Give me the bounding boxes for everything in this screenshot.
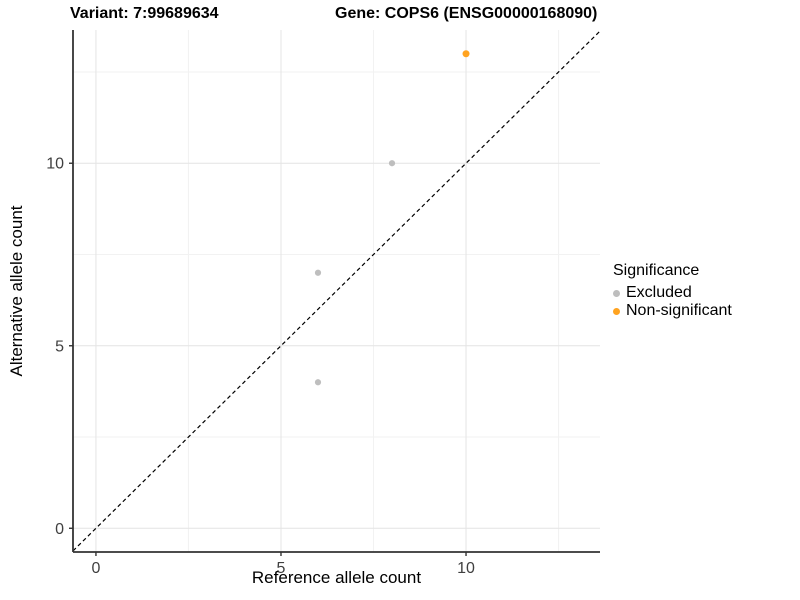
legend-item-label: Excluded — [626, 284, 692, 301]
y-tick-label: 0 — [55, 521, 64, 538]
legend-title: Significance — [613, 262, 700, 279]
y-tick-label: 10 — [46, 156, 64, 173]
non-significant-dot-icon — [613, 307, 620, 315]
legend-item-non-significant: Non-significant — [613, 302, 732, 320]
data-point-excluded — [388, 160, 396, 167]
gene-title: Gene: COPS6 (ENSG00000168090) — [335, 5, 598, 22]
x-tick-label: 5 — [277, 560, 286, 577]
data-point-excluded — [314, 379, 322, 386]
legend-item-excluded: Excluded — [613, 284, 732, 302]
data-point-excluded — [314, 269, 322, 276]
variant-title: Variant: 7:99689634 — [70, 5, 219, 22]
x-tick-label: 10 — [457, 560, 475, 577]
data-point-non-significant — [462, 50, 470, 58]
legend-item-label: Non-significant — [626, 302, 732, 319]
y-axis-title-text: Alternative allele count — [7, 205, 26, 377]
excluded-dot-icon — [613, 289, 620, 297]
legend: Significance Excluded Non-significant — [613, 262, 732, 320]
x-axis-title: Reference allele count — [251, 568, 422, 587]
identity-dashed-line — [72, 30, 601, 552]
x-tick-label: 0 — [91, 560, 100, 577]
y-tick-label: 5 — [55, 338, 64, 355]
